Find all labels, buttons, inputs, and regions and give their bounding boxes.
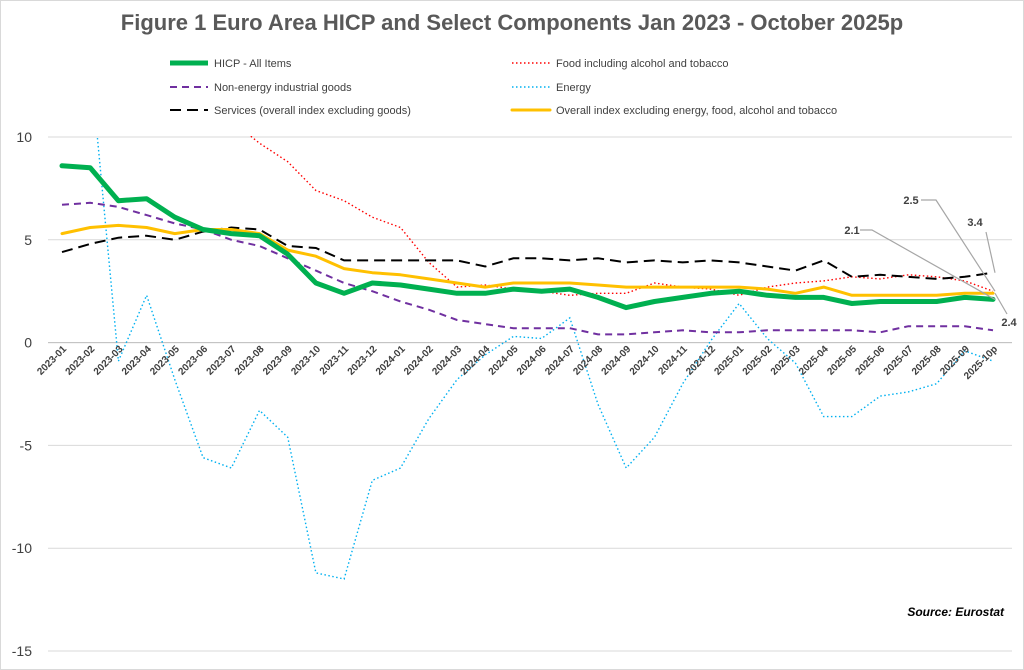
- x-tick-label: 2025-04: [797, 344, 831, 378]
- annotation-label: 2.4: [1001, 317, 1017, 329]
- x-tick-label: 2025-02: [741, 344, 775, 378]
- x-tick-label: 2024-04: [459, 344, 493, 378]
- x-tick-label: 2023-09: [261, 344, 295, 378]
- x-tick-label: 2023-05: [148, 344, 182, 378]
- x-tick-label: 2024-10: [628, 344, 662, 378]
- annotation-leader-line: [921, 199, 996, 292]
- y-tick-label: 5: [24, 232, 32, 248]
- y-tick-label: -5: [20, 437, 33, 453]
- x-axis: 2023-012023-022023-032023-042023-052023-…: [35, 344, 1000, 382]
- y-axis: 10 5 0 -5 -10 -15: [12, 129, 32, 659]
- annotation-leader-line: [860, 229, 996, 300]
- x-tick-label: 2025-08: [910, 344, 944, 378]
- y-tick-label: -10: [12, 540, 32, 556]
- x-tick-label: 2025-01: [712, 344, 746, 378]
- x-tick-label: 2025-03: [769, 344, 803, 378]
- annotations: 2.1 2.5 3.4 2.4: [844, 195, 1017, 329]
- x-tick-label: 2023-01: [35, 344, 69, 378]
- x-tick-label: 2023-04: [120, 344, 154, 378]
- x-tick-label: 2023-11: [318, 344, 352, 378]
- y-tick-label: 0: [24, 335, 32, 351]
- grid-layer: [48, 136, 1012, 652]
- x-tick-label: 2024-12: [684, 344, 718, 378]
- x-tick-label: 2023-08: [233, 344, 267, 378]
- annotation-label: 3.4: [967, 217, 983, 229]
- series-line-hicp-all-items: [59, 163, 996, 311]
- x-tick-label: 2024-01: [374, 344, 408, 378]
- series-layer: [59, 136, 996, 580]
- legend-label: HICP - All Items: [214, 58, 292, 70]
- x-tick-label: 2024-06: [515, 344, 549, 378]
- chart-title: Figure 1 Euro Area HICP and Select Compo…: [120, 10, 904, 35]
- legend: HICP - All Items Non-energy industrial go…: [170, 58, 837, 117]
- annotation-leader-line: [994, 292, 1008, 315]
- x-tick-label: 2023-12: [346, 344, 380, 378]
- x-tick-label: 2023-02: [64, 344, 98, 378]
- legend-label: Energy: [556, 82, 591, 94]
- legend-label: Food including alcohol and tobacco: [556, 58, 728, 70]
- x-tick-label: 2024-07: [543, 344, 577, 378]
- annotation-label: 2.5: [903, 195, 918, 207]
- source-label: Source: Eurostat: [907, 605, 1005, 619]
- x-tick-label: 2024-02: [402, 344, 436, 378]
- y-tick-label: 10: [16, 129, 32, 145]
- x-tick-label: 2024-11: [656, 344, 690, 378]
- x-tick-label: 2023-06: [176, 344, 210, 378]
- x-tick-label: 2023-10: [289, 344, 323, 378]
- x-tick-label: 2023-03: [92, 344, 126, 378]
- legend-label: Services (overall index excluding goods): [214, 105, 411, 117]
- x-tick-label: 2024-08: [571, 344, 605, 378]
- x-tick-label: 2023-07: [205, 344, 239, 378]
- x-tick-label: 2024-05: [487, 344, 521, 378]
- series-line-non-energy-industrial-goods: [61, 201, 994, 336]
- x-tick-label: 2024-09: [600, 344, 634, 378]
- legend-label: Overall index excluding energy, food, al…: [556, 105, 837, 117]
- legend-label: Non-energy industrial goods: [214, 82, 352, 94]
- x-tick-label: 2025-07: [882, 344, 916, 378]
- x-tick-label: 2025-05: [825, 344, 859, 378]
- x-tick-label: 2024-03: [430, 344, 464, 378]
- y-tick-label: -15: [12, 643, 32, 659]
- x-tick-label: 2025-06: [854, 344, 888, 378]
- annotation-leader-line: [985, 231, 996, 273]
- annotation-label: 2.1: [844, 225, 859, 237]
